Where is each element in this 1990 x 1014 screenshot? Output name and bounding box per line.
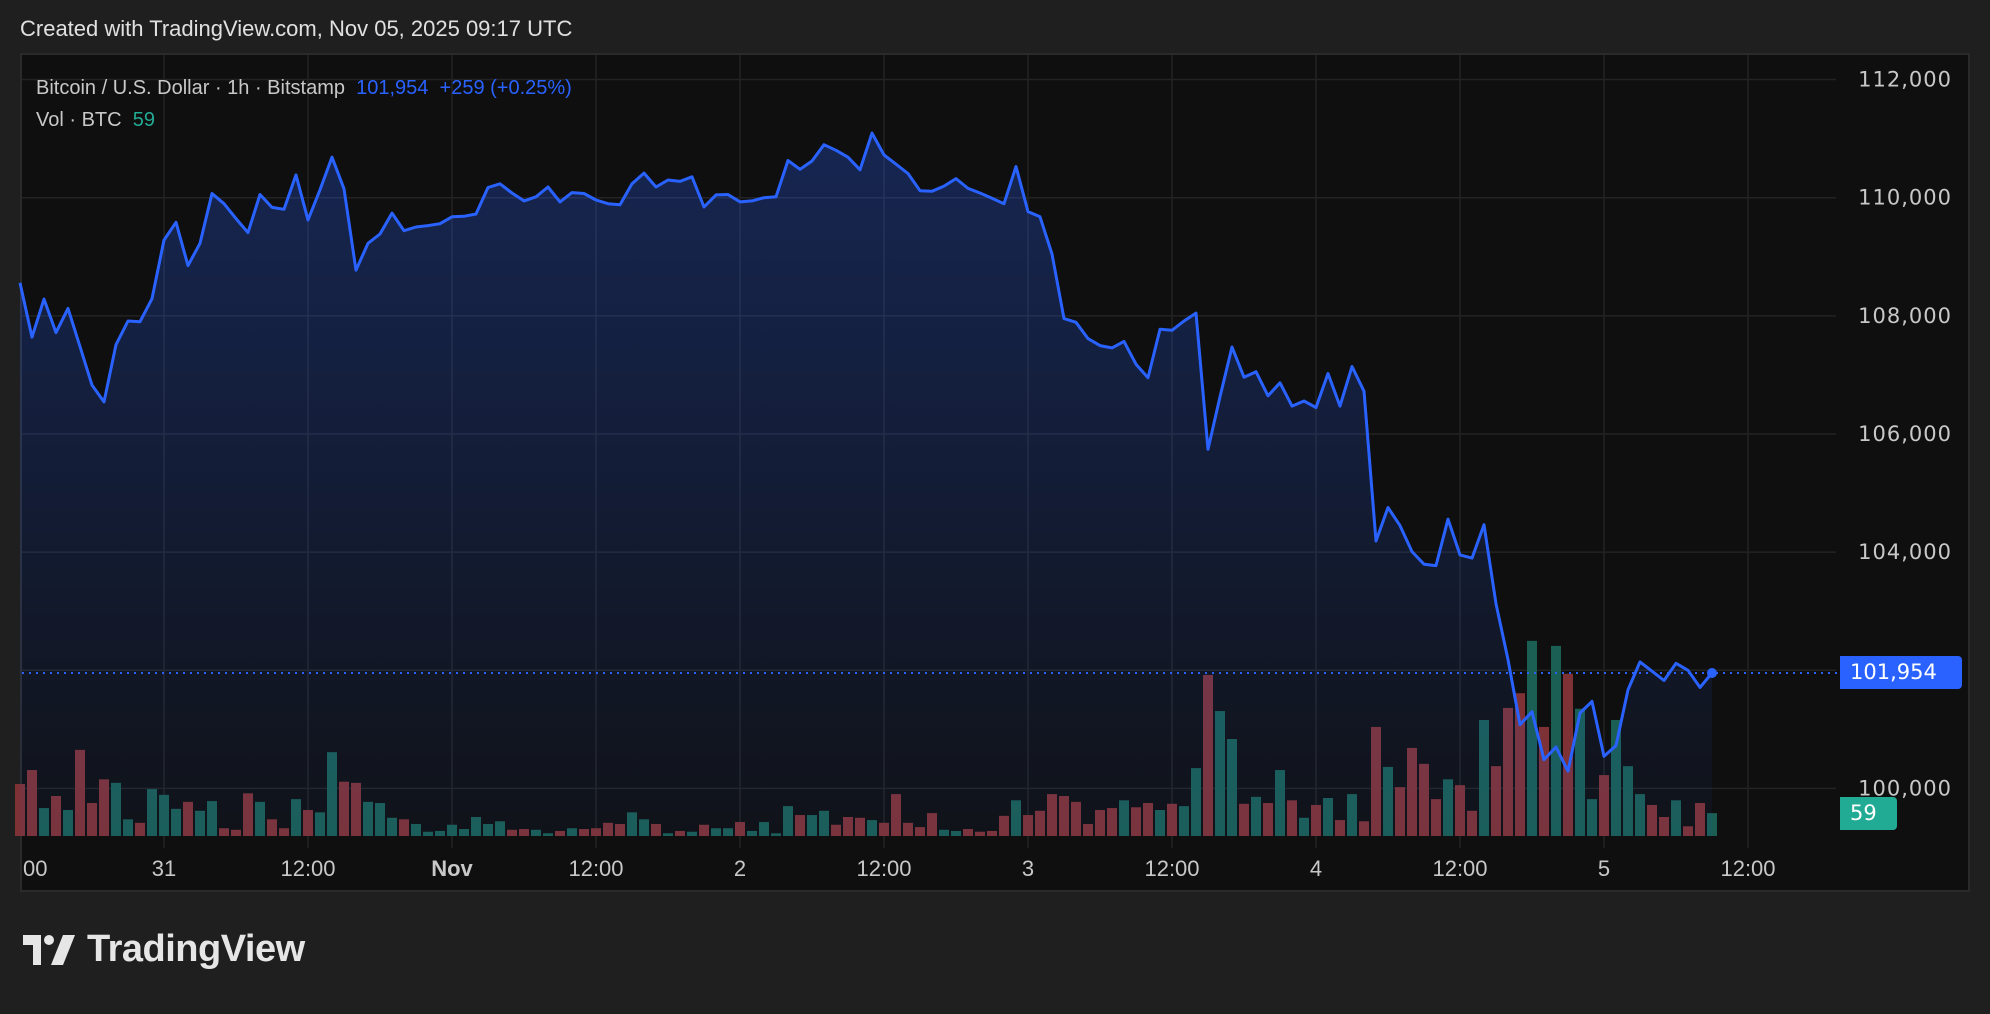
- legend-volume-value: 59: [132, 109, 155, 131]
- price-tick-label: 110,000: [1858, 186, 1952, 210]
- legend-volume-row: Vol · BTC 59: [36, 104, 572, 136]
- time-tick-label: 5: [1598, 856, 1610, 881]
- time-axis[interactable]: 12:00 31 12:00 Nov 12:00 2 12:00 3 12:00 4 12:00 5 1…: [0, 856, 1776, 881]
- price-tick-label: 106,000: [1858, 422, 1952, 446]
- time-tick-label: 12:00: [1720, 856, 1775, 881]
- time-tick-label: 12:00: [568, 856, 623, 881]
- time-tick-label: 12:00: [0, 856, 48, 881]
- time-tick-label: 12:00: [856, 856, 911, 881]
- price-tick-label: 108,000: [1858, 304, 1952, 328]
- time-tick-label: 12:00: [1144, 856, 1199, 881]
- time-tick-label: 12:00: [280, 856, 335, 881]
- tradingview-logo-icon: [23, 934, 75, 965]
- time-tick-label: 4: [1310, 856, 1322, 881]
- price-line: [18, 131, 1714, 773]
- legend-last-price: 101,954: [356, 77, 429, 99]
- volume-bar: [1563, 673, 1573, 836]
- tradingview-logo[interactable]: TradingView: [23, 928, 305, 971]
- legend-change: +259 (+0.25%): [439, 77, 572, 99]
- price-tick-label: 100,000: [1858, 776, 1952, 800]
- time-tick-label: 31: [152, 856, 176, 881]
- chart-legend: Bitcoin / U.S. Dollar · 1h · Bitstamp 10…: [36, 72, 572, 136]
- last-price-dot: [1707, 667, 1717, 678]
- volume-tag: 59: [1840, 797, 1897, 830]
- time-tick-label: 3: [1022, 856, 1034, 881]
- legend-volume-label[interactable]: Vol · BTC: [36, 109, 122, 131]
- time-tick-label: 12:00: [1432, 856, 1487, 881]
- tradingview-logo-text: TradingView: [87, 928, 305, 970]
- time-tick-label: Nov: [431, 856, 473, 881]
- created-with-caption: Created with TradingView.com, Nov 05, 20…: [20, 16, 573, 41]
- time-tick-label: 2: [734, 856, 746, 881]
- last-price-tag: 101,954: [1840, 656, 1962, 689]
- legend-symbol[interactable]: Bitcoin / U.S. Dollar · 1h · Bitstamp: [36, 77, 345, 99]
- price-axis[interactable]: 112,000 110,000 108,000 106,000 104,000 100,0…: [1858, 68, 1952, 801]
- legend-symbol-row: Bitcoin / U.S. Dollar · 1h · Bitstamp 10…: [36, 72, 572, 104]
- price-tick-label: 112,000: [1858, 68, 1952, 92]
- price-tick-label: 104,000: [1858, 540, 1952, 564]
- volume-bar: [1551, 645, 1561, 836]
- price-area-fill: [20, 133, 1712, 837]
